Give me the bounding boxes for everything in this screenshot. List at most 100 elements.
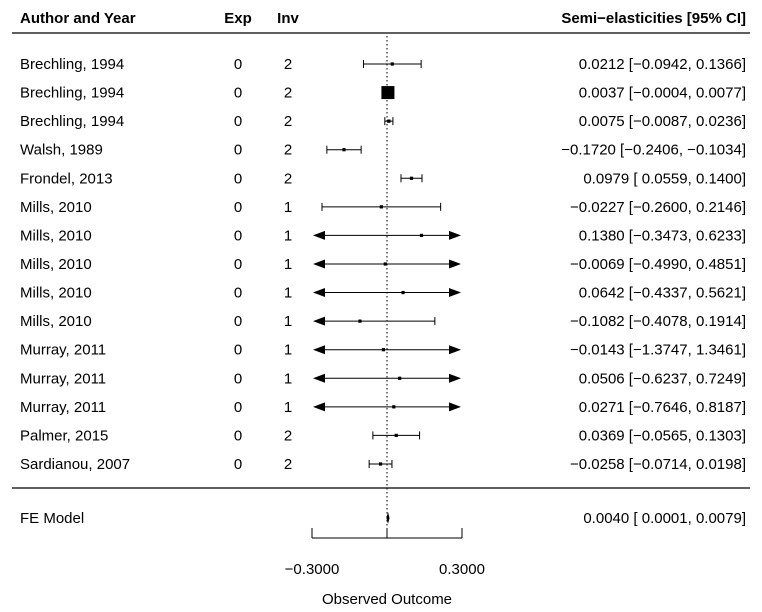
inv-value: 1 [284,370,292,387]
table-row: Brechling, 1994 0 2 0.0037 [−0.0004, 0.0077… [20,85,746,102]
estimate-label: 0.0075 [−0.0087, 0.0236] [579,113,746,130]
estimate-label: 0.1380 [−0.3473, 0.6233] [579,227,746,244]
study-label: Brechling, 1994 [20,56,124,73]
study-label: Mills, 2010 [20,199,92,216]
exp-value: 0 [234,142,242,159]
point-estimate [394,433,398,438]
ci-arrow-left [313,316,325,326]
x-tick-label: 0.3000 [439,561,485,578]
inv-value: 2 [284,427,292,444]
estimate-label: −0.0258 [−0.0714, 0.0198] [570,456,746,473]
point-estimate [419,233,424,238]
header-exp: Exp [224,10,252,27]
x-tick-label: −0.3000 [285,561,340,578]
summary-label: FE Model [20,510,84,527]
exp-value: 0 [234,256,242,273]
table-row: Murray, 2011 0 1 0.0271 [−0.7646, 0.8187] [20,399,746,416]
table-row: Mills, 2010 0 1 −0.0227 [−0.2600, 0.2146] [20,199,746,216]
ci-arrow-right [449,288,461,298]
study-label: Walsh, 1989 [20,142,103,159]
ci-arrow-right [449,345,461,355]
summary-estimate-label: 0.0040 [ 0.0001, 0.0079] [583,510,746,527]
table-row: Walsh, 1989 0 2 −0.1720 [−0.2406, −0.1034] [20,142,746,159]
study-label: Frondel, 2013 [20,170,113,187]
ci-arrow-left [313,402,325,412]
exp-value: 0 [234,113,242,130]
study-label: Brechling, 1994 [20,85,124,102]
header-estimate: Semi−elasticities [95% CI] [561,10,746,27]
estimate-label: 0.0506 [−0.6237, 0.7249] [579,370,746,387]
inv-value: 1 [284,313,292,330]
estimate-label: 0.0271 [−0.7646, 0.8187] [579,399,746,416]
point-estimate [392,405,396,409]
exp-value: 0 [234,85,242,102]
table-row: Murray, 2011 0 1 0.0506 [−0.6237, 0.7249] [20,370,746,387]
table-row: Frondel, 2013 0 2 0.0979 [ 0.0559, 0.1400] [20,170,746,187]
study-label: Mills, 2010 [20,227,92,244]
exp-value: 0 [234,227,242,244]
inv-value: 2 [284,113,292,130]
point-estimate [379,205,383,209]
estimate-label: −0.0227 [−0.2600, 0.2146] [570,199,746,216]
table-row: Mills, 2010 0 1 −0.1082 [−0.4078, 0.1914] [20,313,746,330]
ci-arrow-left [313,373,325,383]
inv-value: 2 [284,56,292,73]
inv-value: 1 [284,342,292,359]
exp-value: 0 [234,342,242,359]
ci-arrow-right [449,373,461,383]
inv-value: 2 [284,142,292,159]
point-estimate [383,262,387,266]
estimate-label: −0.1082 [−0.4078, 0.1914] [570,313,746,330]
study-label: Murray, 2011 [20,370,106,387]
summary-diamond [386,512,390,524]
exp-value: 0 [234,370,242,387]
estimate-label: −0.1720 [−0.2406, −0.1034] [561,142,746,159]
point-estimate [390,62,394,66]
study-label: Brechling, 1994 [20,113,124,130]
inv-value: 1 [284,285,292,302]
summary-row: FE Model 0.0040 [ 0.0001, 0.0079] [20,510,746,527]
table-row: Mills, 2010 0 1 −0.0069 [−0.4990, 0.4851] [20,256,746,273]
study-label: Sardianou, 2007 [20,456,130,473]
ci-arrow-right [449,259,461,269]
study-label: Murray, 2011 [20,342,106,359]
exp-value: 0 [234,285,242,302]
estimate-label: 0.0037 [−0.0004, 0.0077] [579,85,746,102]
header-inv: Inv [277,10,299,27]
study-label: Mills, 2010 [20,285,92,302]
point-estimate [358,319,362,323]
exp-value: 0 [234,313,242,330]
ci-arrow-left [313,345,325,355]
exp-value: 0 [234,456,242,473]
ci-arrow-left [313,230,325,240]
study-label: Palmer, 2015 [20,427,108,444]
table-row: Brechling, 1994 0 2 0.0212 [−0.0942, 0.1366… [20,56,746,73]
table-row: Mills, 2010 0 1 0.0642 [−0.4337, 0.5621] [20,285,746,302]
header-study: Author and Year [20,10,136,27]
estimate-label: −0.0143 [−1.3747, 1.3461] [570,342,746,359]
exp-value: 0 [234,56,242,73]
inv-value: 1 [284,227,292,244]
table-row: Mills, 2010 0 1 0.1380 [−0.3473, 0.6233] [20,227,746,244]
x-axis: −0.3000 0.3000 [285,528,485,578]
study-rows: Brechling, 1994 0 2 0.0212 [−0.0942, 0.1366… [20,56,746,473]
point-estimate [378,462,383,466]
study-label: Murray, 2011 [20,399,106,416]
study-label: Mills, 2010 [20,256,92,273]
point-estimate [401,290,405,295]
ci-arrow-right [449,230,461,240]
table-row: Murray, 2011 0 1 −0.0143 [−1.3747, 1.3461] [20,342,746,359]
table-row: Palmer, 2015 0 2 0.0369 [−0.0565, 0.1303] [20,427,746,444]
inv-value: 2 [284,456,292,473]
exp-value: 0 [234,170,242,187]
inv-value: 2 [284,170,292,187]
point-estimate [398,376,402,380]
estimate-label: −0.0069 [−0.4990, 0.4851] [570,256,746,273]
estimate-label: 0.0369 [−0.0565, 0.1303] [579,427,746,444]
table-row: Sardianou, 2007 0 2 −0.0258 [−0.0714, 0.019… [20,456,746,473]
point-estimate [342,148,346,152]
ci-arrow-left [313,259,325,269]
estimate-label: 0.0642 [−0.4337, 0.5621] [579,285,746,302]
